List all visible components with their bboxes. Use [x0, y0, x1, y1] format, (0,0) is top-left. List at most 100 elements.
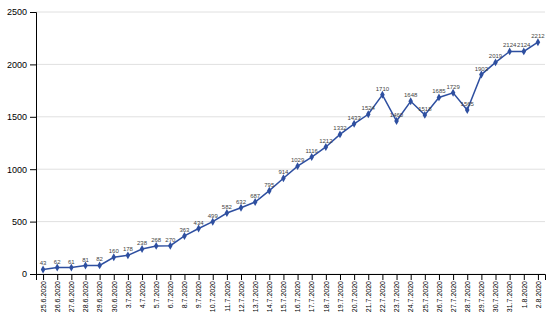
data-label: 2212	[531, 33, 545, 39]
x-tick: 9.7.2020	[195, 274, 202, 308]
tick-label: 12.7.2020	[238, 281, 245, 312]
grid-line	[36, 116, 545, 117]
data-label: 1332	[333, 125, 347, 131]
x-tick: 5.7.2020	[153, 274, 160, 308]
point	[140, 245, 145, 253]
tick-mark	[100, 274, 101, 280]
x-tick: 29.7.2020	[478, 274, 485, 312]
y-tick: 2500	[7, 7, 36, 17]
x-tick: 26.7.2020	[436, 274, 443, 312]
tick-mark	[340, 274, 341, 280]
tick-label: 11.7.2020	[224, 281, 231, 312]
point	[41, 266, 46, 274]
tick-label: 21.7.2020	[365, 281, 372, 312]
data-label: 1518	[418, 106, 432, 112]
tick-mark	[510, 274, 511, 280]
tick-mark	[199, 274, 200, 280]
tick-mark	[30, 12, 36, 13]
tick-label: 30.6.2020	[111, 281, 118, 312]
series	[41, 38, 540, 273]
tick-label: 3.7.2020	[125, 281, 132, 308]
tick-label: 18.7.2020	[323, 281, 330, 312]
grid-line	[36, 169, 545, 170]
tick-label: 1.8.2020	[521, 281, 528, 308]
x-tick: 30.6.2020	[111, 274, 118, 312]
chart: 0 500 1000 1500 2000 2500 25.6.202026.6.202027…	[0, 0, 555, 326]
data-label: 1729	[446, 84, 460, 90]
data-label: 160	[109, 248, 120, 254]
tick-mark	[312, 274, 313, 280]
point	[507, 47, 512, 55]
data-label: 1212	[319, 138, 333, 144]
x-tick: 30.7.2020	[492, 274, 499, 312]
y-tick: 0	[22, 269, 36, 279]
point	[69, 264, 74, 272]
data-label: 2019	[489, 53, 503, 59]
data-label: 632	[236, 199, 247, 205]
data-label: 1903	[475, 66, 489, 72]
x-tick: 16.7.2020	[294, 274, 301, 312]
data-label: 499	[208, 213, 219, 219]
tick-label: 23.7.2020	[393, 281, 400, 312]
tick-mark	[142, 274, 143, 280]
tick-label: 17.7.2020	[308, 281, 315, 312]
tick-mark	[354, 274, 355, 280]
data-label: 1433	[347, 115, 361, 121]
tick-mark	[368, 274, 369, 280]
tick-label: 19.7.2020	[337, 281, 344, 312]
tick-label: 31.7.2020	[506, 281, 513, 312]
x-tick: 29.6.2020	[96, 274, 103, 312]
point	[295, 162, 300, 170]
x-tick: 4.7.2020	[139, 274, 146, 308]
point	[154, 242, 159, 250]
point	[324, 143, 329, 151]
tick-mark	[30, 169, 36, 170]
tick-label: 27.7.2020	[450, 281, 457, 312]
data-label: 61	[68, 259, 75, 265]
tick-label: 5.7.2020	[153, 281, 160, 308]
tick-label: 500	[12, 217, 27, 227]
tick-label: 2000	[7, 60, 27, 70]
point	[338, 130, 343, 138]
x-tick: 24.7.2020	[407, 274, 414, 312]
tick-mark	[425, 274, 426, 280]
data-label: 914	[278, 169, 289, 175]
tick-label: 1000	[7, 165, 27, 175]
data-label: 1685	[432, 88, 446, 94]
y-tick: 500	[12, 217, 36, 227]
tick-label: 4.7.2020	[139, 281, 146, 308]
point	[210, 218, 215, 226]
tick-mark	[85, 274, 86, 280]
x-tick: 23.7.2020	[393, 274, 400, 312]
tick-mark	[184, 274, 185, 280]
point	[437, 93, 442, 101]
point	[281, 174, 286, 182]
data-label: 178	[123, 246, 134, 252]
data-label: 582	[222, 204, 233, 210]
x-tick: 6.7.2020	[167, 274, 174, 308]
data-labels: 4362618182160178238268270363434499582632…	[40, 33, 546, 266]
tick-label: 9.7.2020	[195, 281, 202, 308]
tick-mark	[411, 274, 412, 280]
tick-mark	[30, 274, 36, 275]
tick-label: 1500	[7, 112, 27, 122]
tick-label: 20.7.2020	[351, 281, 358, 312]
data-label: 270	[165, 237, 176, 243]
point	[380, 91, 385, 99]
data-label: 1648	[404, 92, 418, 98]
tick-label: 27.6.2020	[68, 281, 75, 312]
tick-mark	[326, 274, 327, 280]
tick-mark	[128, 274, 129, 280]
tick-label: 14.7.2020	[266, 281, 273, 312]
x-tick: 27.7.2020	[450, 274, 457, 312]
tick-mark	[298, 274, 299, 280]
tick-mark	[467, 274, 468, 280]
point	[111, 253, 116, 261]
x-tick: 14.7.2020	[266, 274, 273, 312]
point	[479, 71, 484, 79]
x-axis: 25.6.202026.6.202027.6.202028.6.202029.6…	[37, 274, 546, 312]
x-tick: 27.6.2020	[68, 274, 75, 312]
tick-label: 15.7.2020	[280, 281, 287, 312]
data-label: 268	[151, 237, 162, 243]
tick-label: 10.7.2020	[209, 281, 216, 312]
